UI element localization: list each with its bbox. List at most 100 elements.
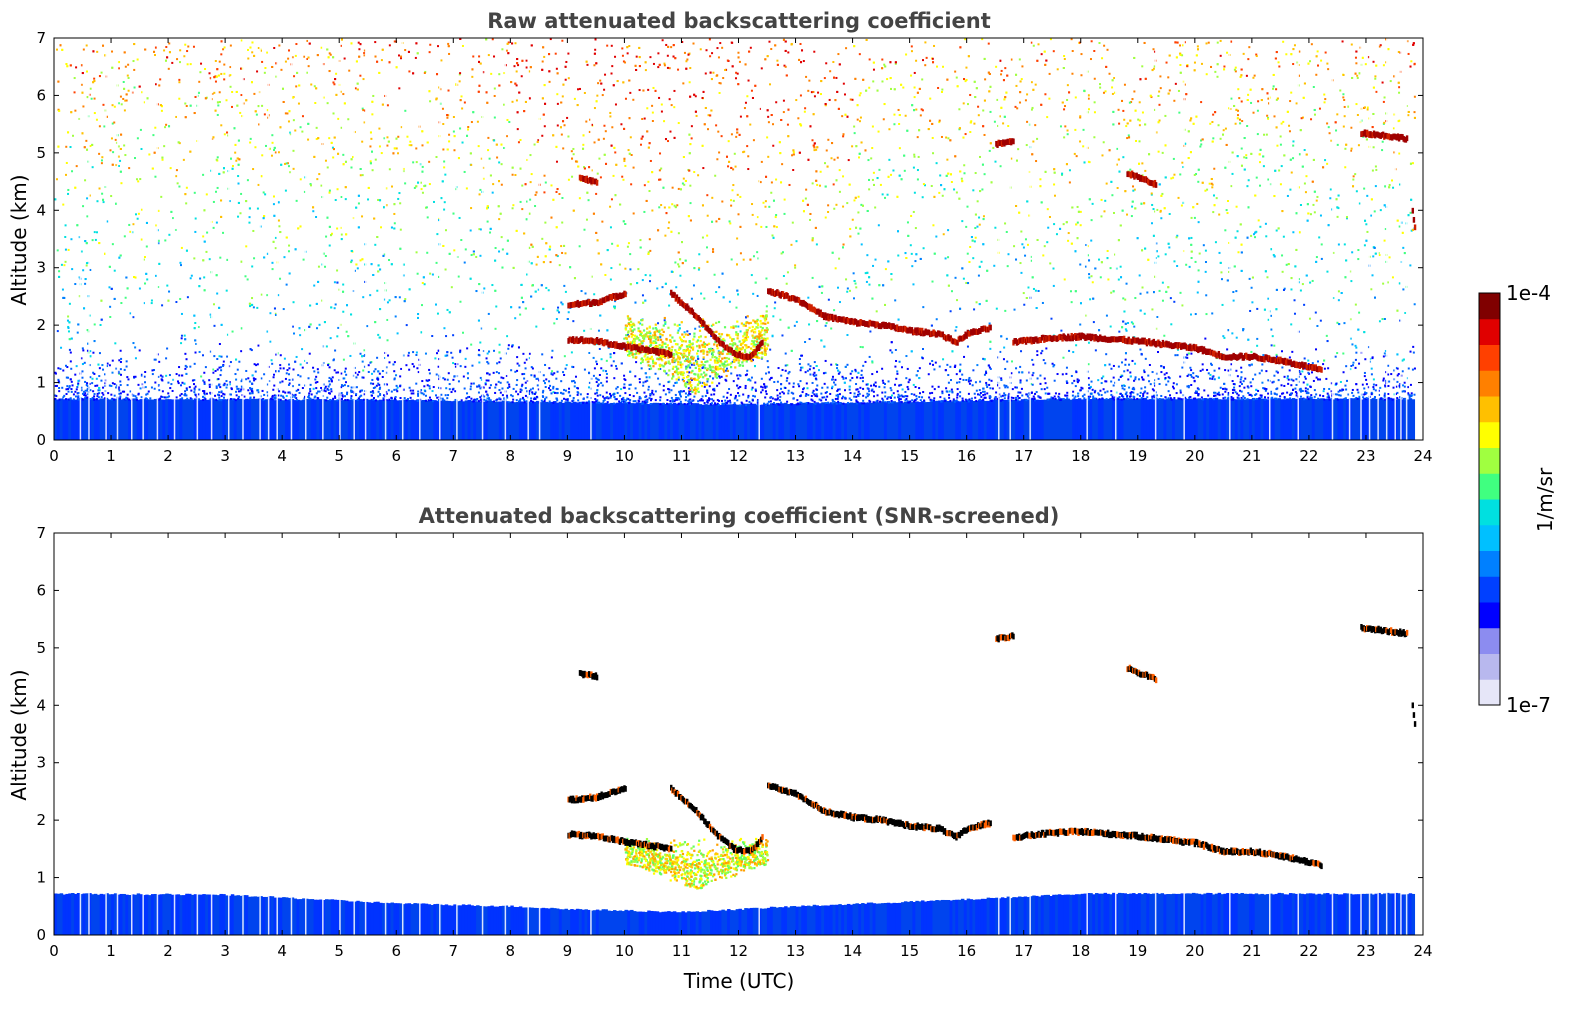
noise-pixel xyxy=(80,64,83,67)
noise-pixel xyxy=(1036,59,1039,62)
noise-pixel xyxy=(891,351,894,354)
noise-pixel xyxy=(711,52,714,55)
noise-pixel xyxy=(229,74,232,77)
noise-pixel xyxy=(825,149,828,152)
noise-pixel xyxy=(402,170,405,173)
noise-pixel xyxy=(1119,265,1122,268)
noise-pixel xyxy=(1063,55,1066,58)
noise-pixel xyxy=(393,212,396,215)
noise-pixel xyxy=(1249,88,1252,91)
noise-pixel xyxy=(256,207,259,210)
noise-pixel xyxy=(838,257,841,260)
noise-pixel xyxy=(333,307,336,310)
noise-pixel xyxy=(1092,297,1095,300)
noise-pixel xyxy=(578,87,581,90)
noise-pixel xyxy=(767,115,770,118)
noise-pixel xyxy=(642,89,645,92)
noise-pixel xyxy=(818,285,821,288)
noise-pixel xyxy=(114,138,117,141)
noise-pixel xyxy=(1117,158,1120,161)
noise-pixel xyxy=(747,155,750,158)
noise-pixel xyxy=(981,163,984,166)
noise-pixel xyxy=(993,264,996,267)
noise-pixel xyxy=(639,143,642,146)
noise-pixel xyxy=(657,178,660,181)
noise-pixel xyxy=(793,324,796,327)
noise-pixel xyxy=(876,177,879,180)
noise-pixel xyxy=(1034,83,1037,86)
noise-pixel xyxy=(58,270,61,273)
noise-pixel xyxy=(75,66,78,69)
noise-pixel xyxy=(1355,190,1358,193)
noise-pixel xyxy=(1384,349,1387,352)
noise-pixel xyxy=(917,155,920,158)
noise-pixel xyxy=(565,60,568,63)
noise-pixel xyxy=(947,284,950,287)
noise-pixel xyxy=(1189,119,1192,122)
noise-pixel xyxy=(1087,108,1090,111)
noise-pixel xyxy=(179,264,182,267)
noise-pixel xyxy=(136,137,139,140)
noise-pixel xyxy=(452,130,455,133)
noise-pixel xyxy=(86,96,89,99)
noise-pixel xyxy=(218,306,221,309)
noise-pixel xyxy=(593,107,596,110)
noise-pixel xyxy=(908,378,911,381)
noise-pixel xyxy=(1128,101,1131,104)
noise-pixel xyxy=(377,333,380,336)
noise-pixel xyxy=(726,59,729,62)
noise-pixel xyxy=(583,329,586,332)
noise-pixel xyxy=(307,138,310,141)
noise-pixel xyxy=(1019,91,1022,94)
noise-pixel xyxy=(774,301,777,304)
noise-pixel xyxy=(580,290,583,293)
noise-pixel xyxy=(495,383,498,386)
noise-pixel xyxy=(808,79,811,82)
noise-pixel xyxy=(1328,387,1331,390)
noise-pixel xyxy=(905,256,908,259)
noise-pixel xyxy=(658,96,661,99)
noise-pixel xyxy=(706,194,709,197)
noise-pixel xyxy=(189,150,192,153)
noise-pixel xyxy=(266,51,269,54)
noise-pixel xyxy=(1383,96,1386,99)
noise-pixel xyxy=(253,92,256,95)
noise-pixel xyxy=(218,343,221,346)
noise-pixel xyxy=(842,135,845,138)
noise-pixel xyxy=(1005,337,1008,340)
noise-pixel xyxy=(269,340,272,343)
noise-pixel xyxy=(67,330,70,333)
noise-pixel xyxy=(576,160,579,163)
noise-pixel xyxy=(765,277,768,280)
noise-pixel xyxy=(1413,95,1416,98)
noise-pixel xyxy=(1264,222,1267,225)
noise-pixel xyxy=(938,191,941,194)
noise-pixel xyxy=(1055,233,1058,236)
noise-pixel xyxy=(718,376,721,379)
noise-pixel xyxy=(391,185,394,188)
noise-pixel xyxy=(597,252,600,255)
noise-pixel xyxy=(1161,151,1164,154)
noise-pixel xyxy=(1401,231,1404,234)
noise-pixel xyxy=(804,197,807,200)
noise-pixel xyxy=(294,248,297,251)
noise-pixel xyxy=(240,260,243,263)
noise-pixel xyxy=(557,306,560,309)
noise-pixel xyxy=(1061,172,1064,175)
noise-pixel xyxy=(596,389,599,392)
noise-pixel xyxy=(1118,170,1121,173)
noise-pixel xyxy=(872,171,875,174)
noise-pixel xyxy=(415,251,418,254)
noise-pixel xyxy=(701,204,704,207)
noise-pixel xyxy=(185,202,188,205)
noise-pixel xyxy=(202,259,205,262)
noise-pixel xyxy=(340,238,343,241)
noise-pixel xyxy=(426,141,429,144)
noise-pixel xyxy=(1375,90,1378,93)
noise-pixel xyxy=(770,181,773,184)
noise-pixel xyxy=(1134,109,1137,112)
noise-pixel xyxy=(1279,143,1282,146)
noise-pixel xyxy=(209,313,212,316)
noise-pixel xyxy=(545,242,548,245)
noise-pixel xyxy=(739,252,742,255)
